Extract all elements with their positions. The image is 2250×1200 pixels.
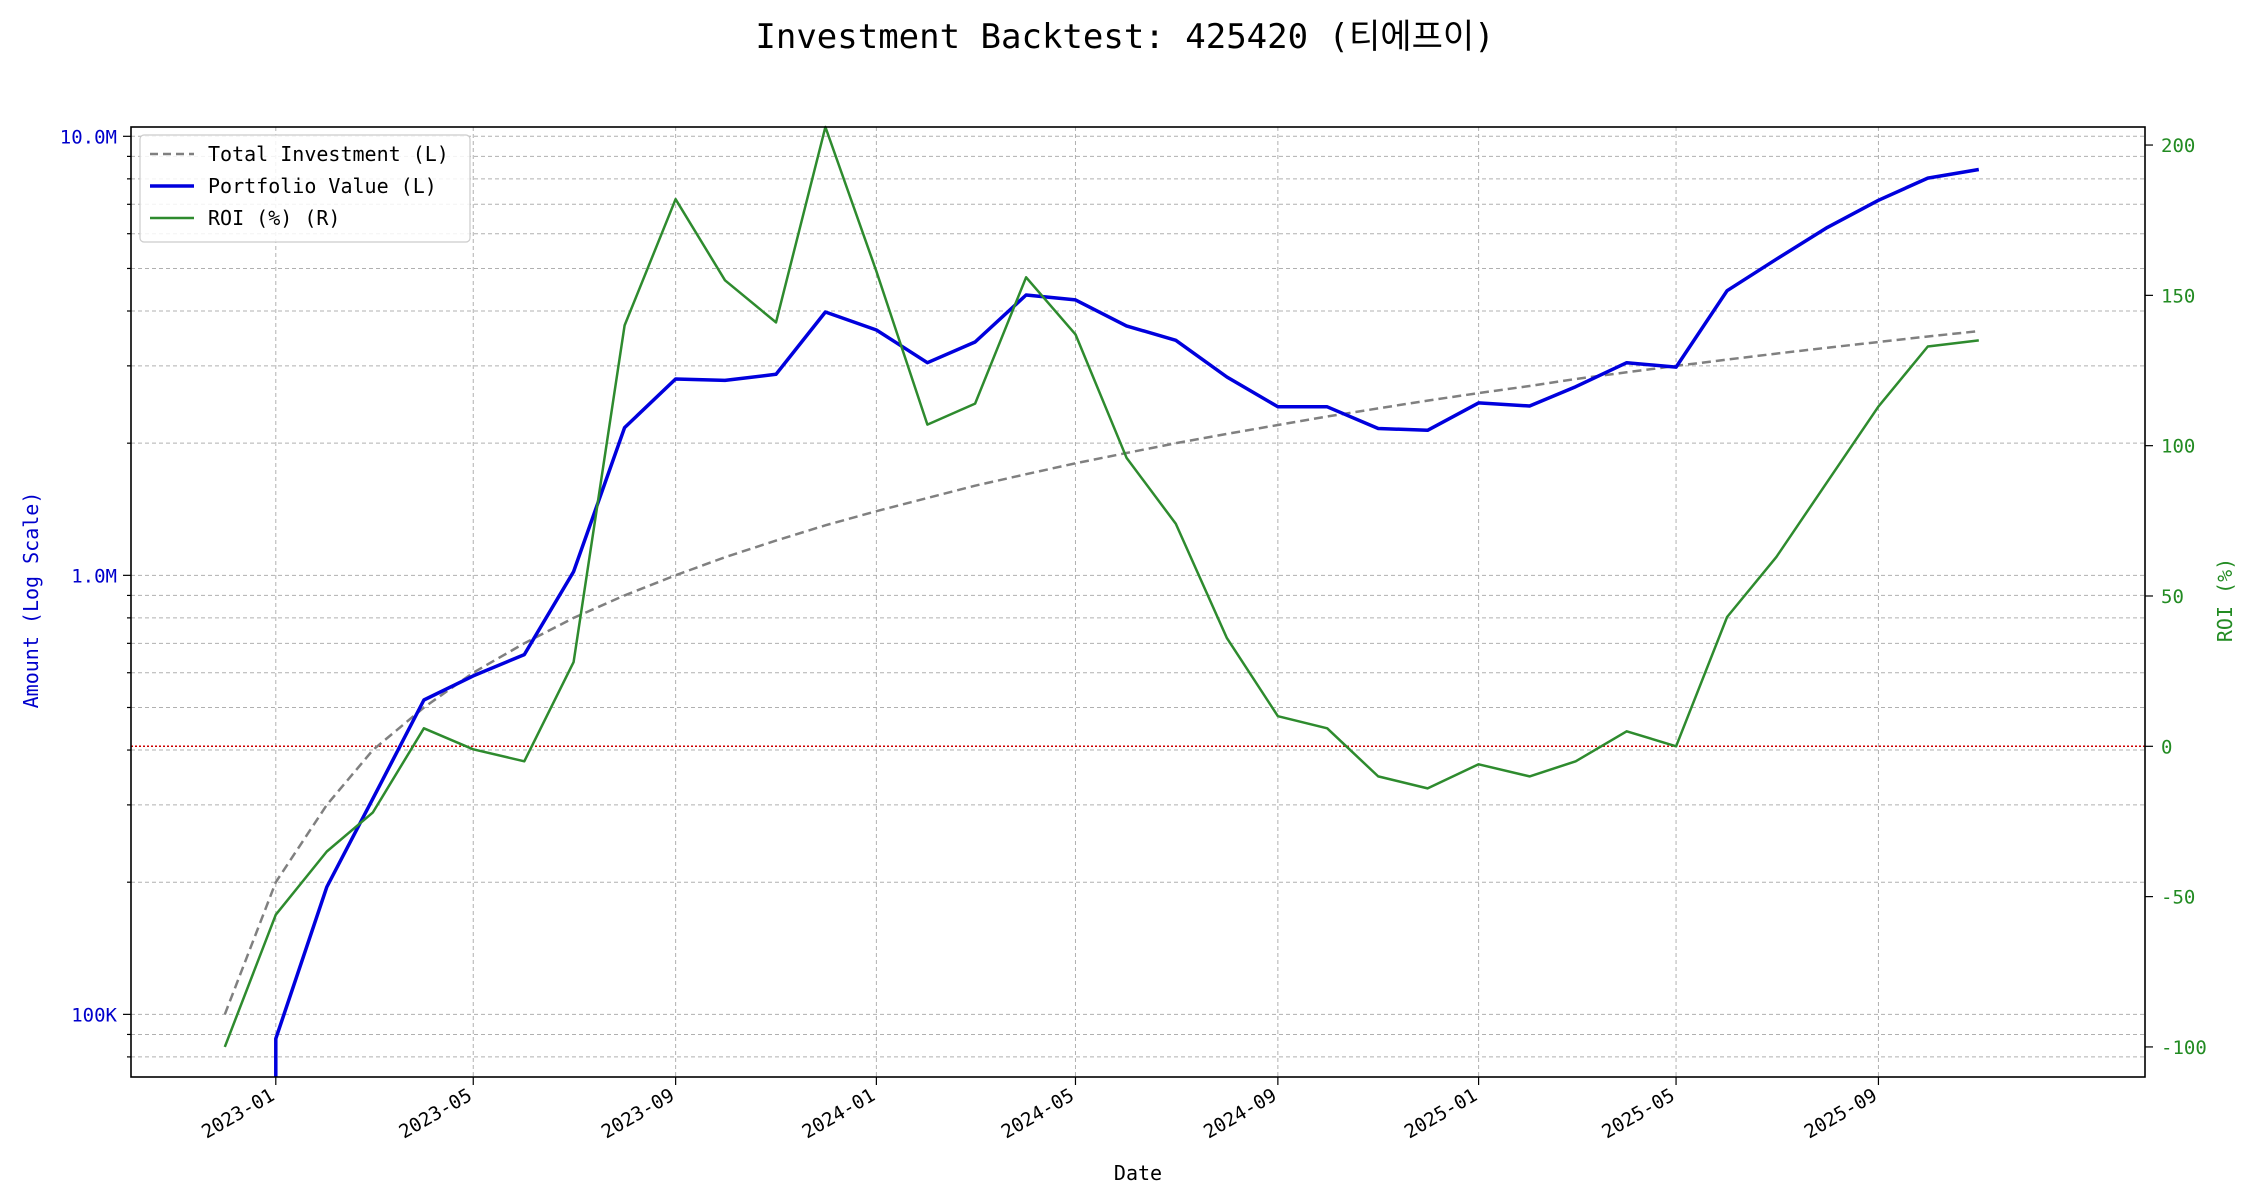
x-tick-label: 2025-05	[1598, 1084, 1678, 1143]
right-tick-label: 50	[2161, 586, 2184, 608]
legend-label-roi: ROI (%) (R)	[208, 206, 340, 230]
x-axis: 2023-01 2023-05 2023-09 2024-01 2024-05 2024-…	[198, 1077, 1881, 1143]
right-tick-label: -50	[2161, 887, 2195, 909]
legend-label-portfolio: Portfolio Value (L)	[208, 174, 437, 198]
left-axis-label: Amount (Log Scale)	[19, 492, 43, 709]
x-tick-label: 2023-09	[598, 1084, 678, 1143]
legend: Total Investment (L) Portfolio Value (L)…	[139, 134, 471, 243]
portfolio-value-line	[274, 167, 1980, 1077]
x-tick-label: 2023-05	[395, 1084, 475, 1143]
right-tick-label: 150	[2161, 285, 2195, 307]
legend-label-investment: Total Investment (L)	[208, 142, 449, 166]
x-tick-label: 2024-01	[799, 1084, 879, 1143]
legend-box	[139, 134, 471, 243]
right-tick-label: 100	[2161, 436, 2195, 458]
right-axis-label: ROI (%)	[2213, 558, 2237, 642]
grid	[131, 127, 2145, 1077]
roi-line	[223, 125, 1979, 1048]
right-axis: -100 -50 0 50 100 150 200	[2145, 135, 2207, 1059]
left-axis: 100K 1.0M 10.0M	[60, 126, 131, 1058]
x-tick-label: 2025-09	[1801, 1084, 1881, 1143]
plot-frame	[130, 126, 2146, 1078]
x-tick-label: 2023-01	[198, 1084, 278, 1143]
left-tick-label: 100K	[71, 1004, 117, 1026]
right-tick-label: -100	[2161, 1037, 2207, 1059]
total-investment-line	[223, 329, 1979, 1015]
left-tick-label: 1.0M	[71, 565, 117, 587]
series-lines	[223, 125, 1980, 1077]
right-tick-label: 200	[2161, 135, 2195, 157]
x-tick-label: 2025-01	[1401, 1084, 1481, 1143]
left-tick-label: 10.0M	[60, 126, 117, 148]
right-tick-label: 0	[2161, 736, 2172, 758]
x-tick-label: 2024-05	[998, 1084, 1078, 1143]
x-tick-label: 2024-09	[1200, 1084, 1280, 1143]
x-axis-label: Date	[1114, 1161, 1162, 1185]
chart-title: Investment Backtest: 425420 (티에프이)	[755, 17, 1494, 57]
